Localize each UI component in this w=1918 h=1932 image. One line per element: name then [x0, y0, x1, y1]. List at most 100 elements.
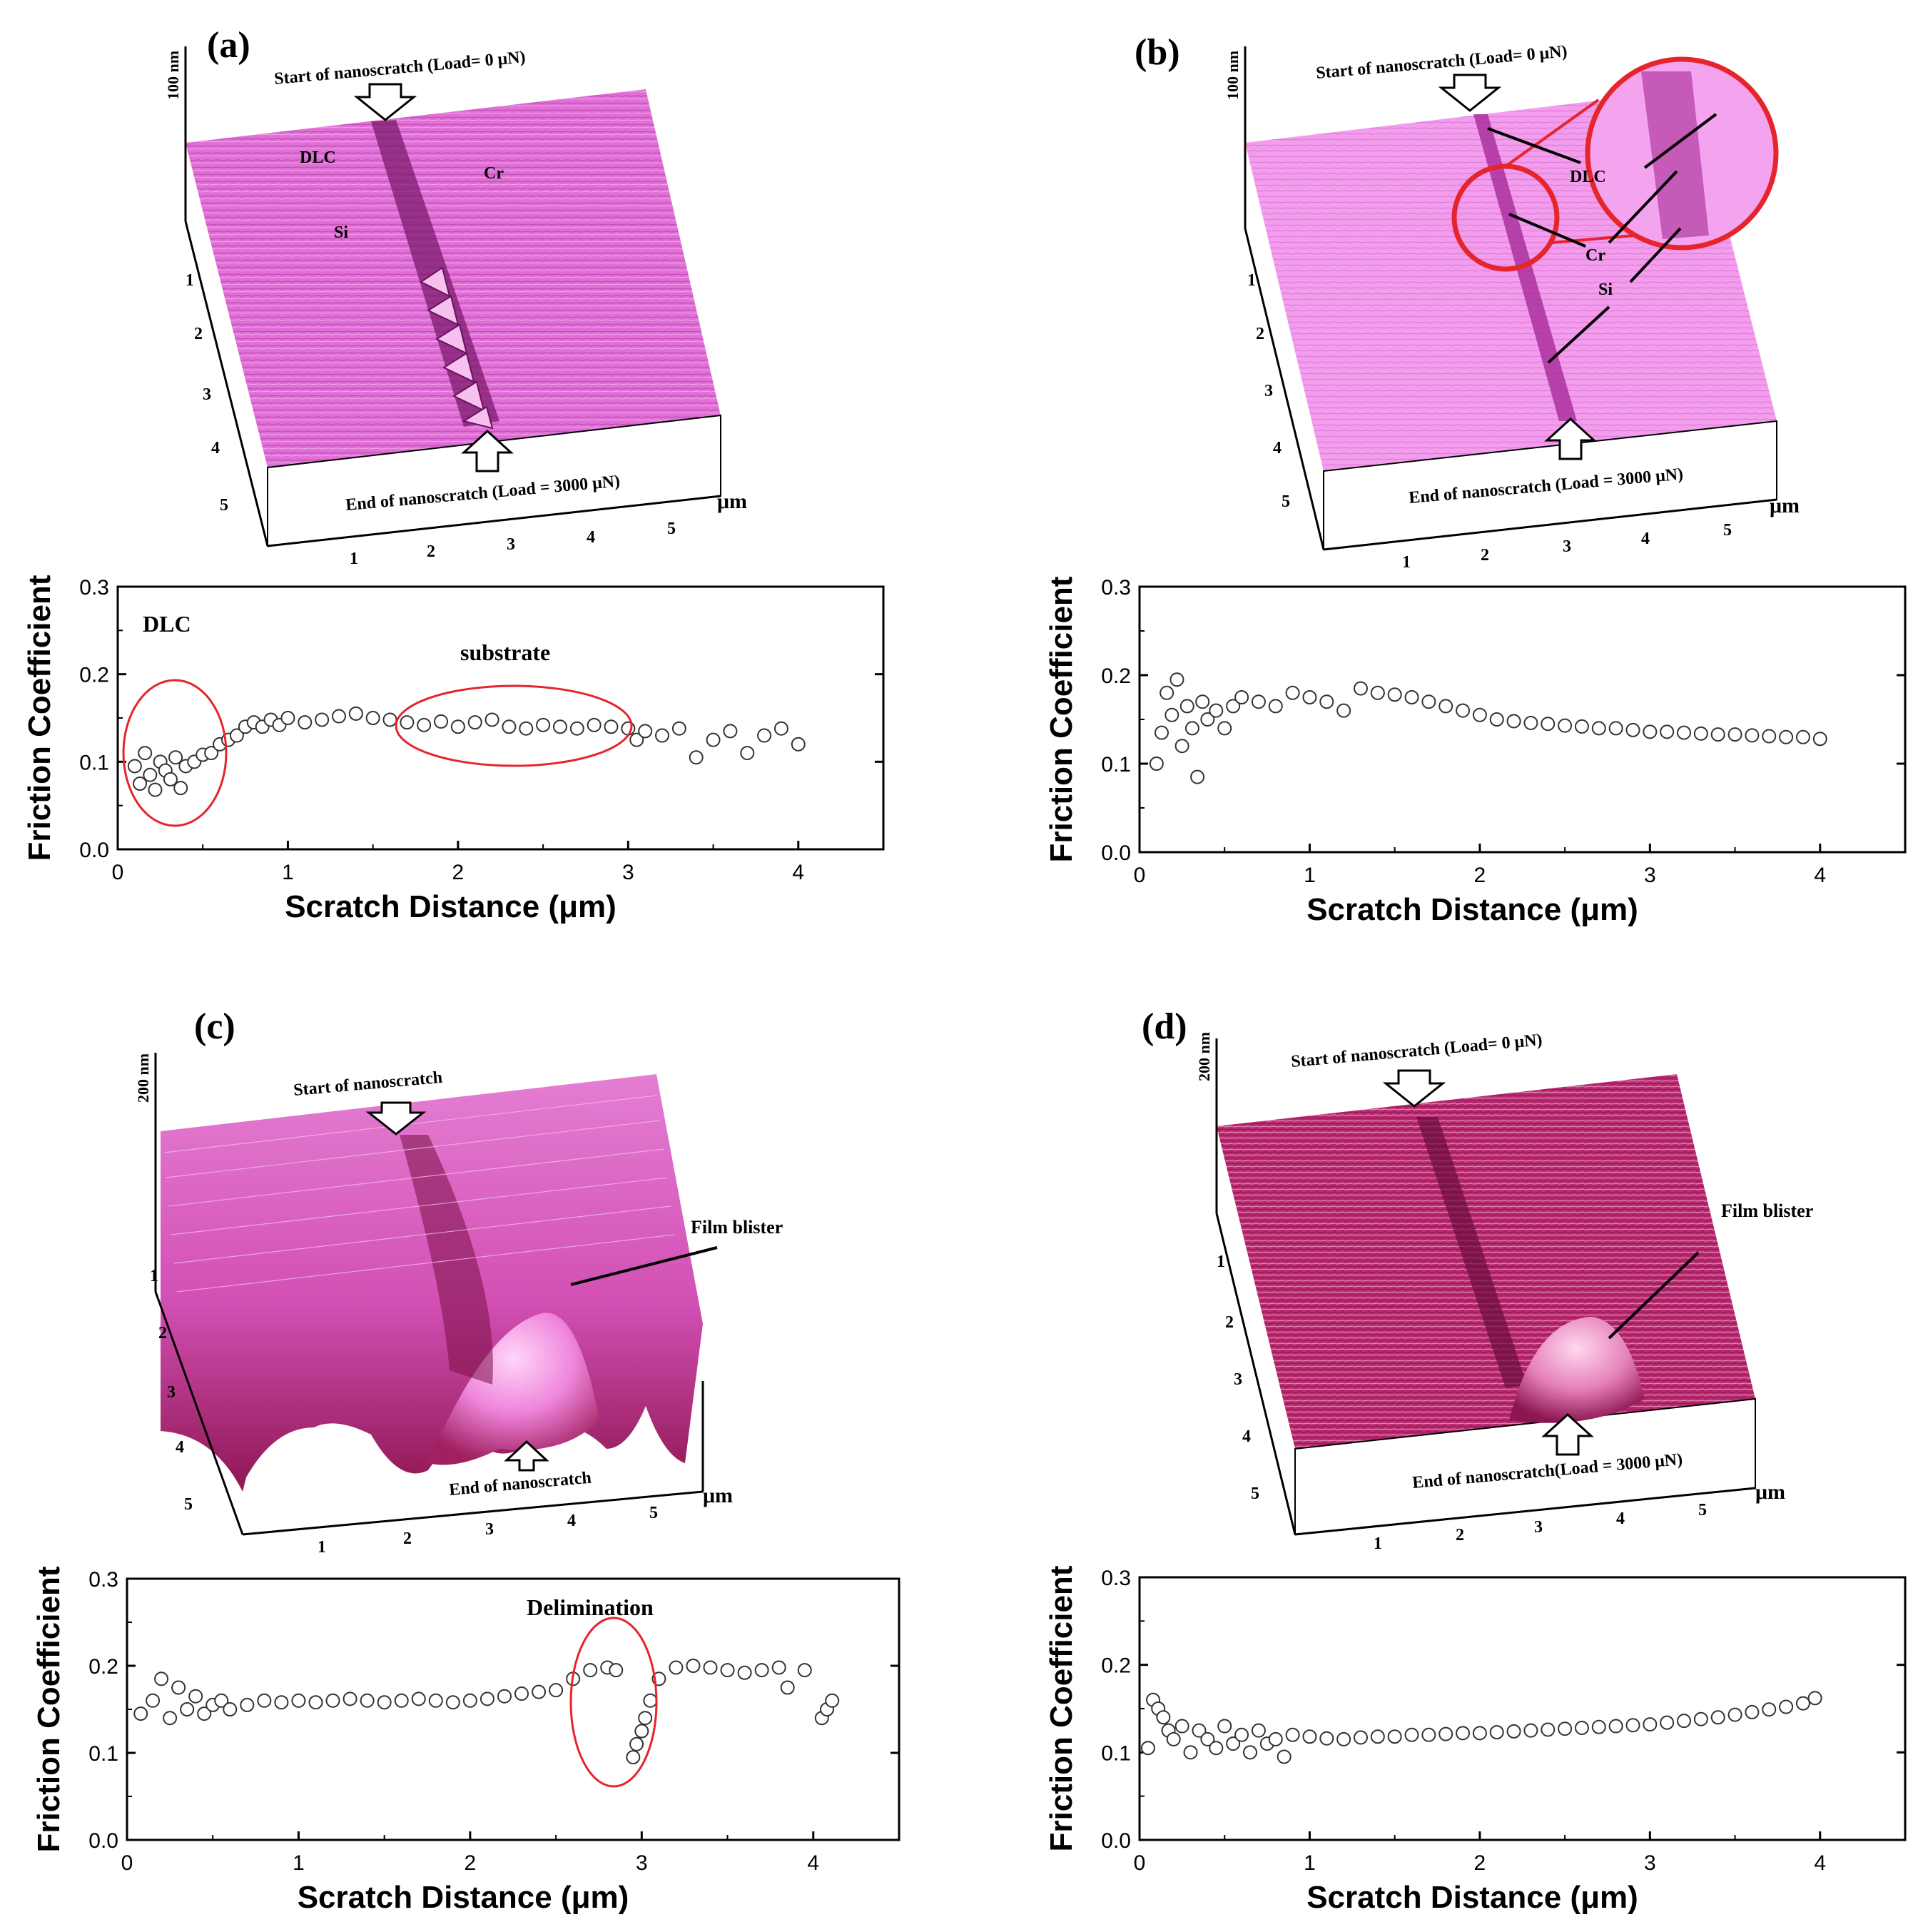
data-point: [280, 711, 295, 725]
end-arrow: [461, 429, 514, 472]
data-point: [1541, 1722, 1556, 1737]
end-arrow: [504, 1440, 549, 1472]
data-point: [1625, 722, 1640, 737]
data-point: [394, 1693, 409, 1708]
annotation-film-blister: Film blister: [691, 1217, 783, 1238]
data-point: [671, 721, 686, 736]
data-point: [1336, 1731, 1351, 1746]
afm-y-tick-label: 5: [1251, 1485, 1259, 1503]
y-axis-label: Friction Coefficient: [1044, 1565, 1079, 1851]
data-point: [1660, 1715, 1675, 1730]
afm-x-tick-label: 2: [403, 1529, 412, 1548]
z-scale-label: 200 nm: [134, 1053, 152, 1103]
data-point: [450, 719, 465, 734]
panel-label: (d): [1142, 1006, 1187, 1047]
start-arrow: [353, 83, 417, 121]
x-tick-label: 0: [1134, 1851, 1146, 1875]
y-tick-label: 0.2: [1101, 1654, 1131, 1678]
data-point: [638, 724, 653, 739]
y-tick-label: 0.1: [1101, 1741, 1131, 1765]
afm-x-tick-label: 4: [1641, 530, 1650, 548]
x-axis-label: Scratch Distance (μm): [298, 1880, 629, 1915]
data-point: [1209, 703, 1224, 718]
blister-leader: [570, 1246, 718, 1286]
afm-x-tick-label: 3: [1534, 1518, 1543, 1537]
start-label: Start of nanoscratch: [293, 1068, 443, 1100]
unit-label: μm: [703, 1484, 733, 1507]
y-axis-label: Friction Coefficient: [31, 1566, 66, 1852]
data-point: [214, 1693, 229, 1708]
afm-x-tick-label: 3: [485, 1520, 494, 1539]
data-point: [532, 1684, 547, 1699]
data-point: [1302, 1729, 1317, 1744]
y-tick-label: 0.1: [1101, 753, 1131, 777]
data-point: [188, 1689, 203, 1704]
end-arrow: [1541, 1412, 1594, 1456]
data-point: [146, 1693, 161, 1708]
data-point: [1438, 699, 1453, 714]
data-point: [1251, 694, 1266, 709]
afm-y-tick-label: 4: [211, 439, 220, 457]
data-point: [1558, 1721, 1573, 1736]
data-point: [1523, 1723, 1538, 1738]
afm-y-tick-label: 2: [1256, 325, 1264, 343]
data-point: [1174, 1719, 1189, 1734]
data-point: [1456, 1726, 1471, 1741]
y-tick-label: 0.1: [79, 751, 109, 774]
data-point: [609, 1663, 624, 1678]
zoom-connector: [1504, 98, 1600, 168]
afm-x-tick-label: 2: [1481, 546, 1489, 565]
y-tick-label: 0.0: [88, 1829, 118, 1853]
data-point: [445, 1695, 460, 1710]
afm-y-tick-label: 1: [186, 271, 194, 290]
data-point: [669, 1660, 684, 1675]
x-tick-label: 3: [1644, 1851, 1656, 1875]
friction-chart: 0 1 2 3 4 0.0 0.1 0.2 0.3 Scratch Distance (μm) Fr…: [31, 1566, 900, 1915]
x-tick-label: 0: [121, 1851, 133, 1875]
data-point: [1166, 1731, 1181, 1746]
data-point: [1336, 703, 1351, 718]
data-point: [434, 714, 449, 729]
data-point: [1154, 725, 1169, 740]
data-point: [163, 772, 178, 787]
x-axis-label: Scratch Distance (μm): [285, 889, 616, 924]
data-point: [154, 1671, 169, 1686]
data-point: [1200, 712, 1215, 727]
data-point: [411, 1691, 426, 1706]
annotation-dlc: DLC: [300, 148, 336, 167]
data-point: [1591, 721, 1606, 736]
data-point: [1174, 739, 1189, 754]
start-label: Start of nanoscratch (Load= 0 μN): [1290, 1031, 1543, 1071]
data-point: [315, 712, 330, 727]
data-point: [825, 1693, 840, 1708]
friction-chart: 0 1 2 3 4 0.0 0.1 0.2 0.3 Scratch Distance (μm) Fr…: [1044, 576, 1907, 927]
start-label: Start of nanoscratch (Load= 0 μN): [273, 48, 526, 88]
data-point: [1179, 699, 1194, 714]
annotation-cr: Cr: [1585, 246, 1605, 265]
data-point: [1140, 1741, 1155, 1756]
data-point: [1472, 707, 1487, 722]
highlight-ellipse: [569, 1617, 658, 1788]
data-point: [168, 750, 183, 765]
data-point: [1183, 1745, 1198, 1760]
afm-y-tick-label: 5: [184, 1495, 193, 1514]
data-point: [138, 746, 153, 761]
data-point: [148, 782, 163, 797]
x-tick-label: 2: [452, 861, 465, 884]
start-arrow: [1438, 74, 1502, 112]
y-axis: [154, 1291, 244, 1535]
y-axis: [184, 221, 269, 547]
afm-y-tick-label: 1: [1217, 1253, 1225, 1271]
plot-frame: [116, 585, 885, 851]
afm-x-tick-label: 1: [350, 550, 358, 568]
unit-label: μm: [1770, 494, 1800, 517]
data-point: [163, 1711, 178, 1726]
afm-y-tick-label: 5: [1282, 492, 1290, 511]
x-tick-label: 2: [465, 1851, 477, 1875]
data-point: [1353, 1730, 1368, 1745]
data-point: [1727, 727, 1742, 742]
x-axis: [242, 1490, 704, 1536]
data-point: [360, 1693, 375, 1708]
data-point: [1608, 1719, 1623, 1734]
data-point: [1643, 724, 1658, 739]
